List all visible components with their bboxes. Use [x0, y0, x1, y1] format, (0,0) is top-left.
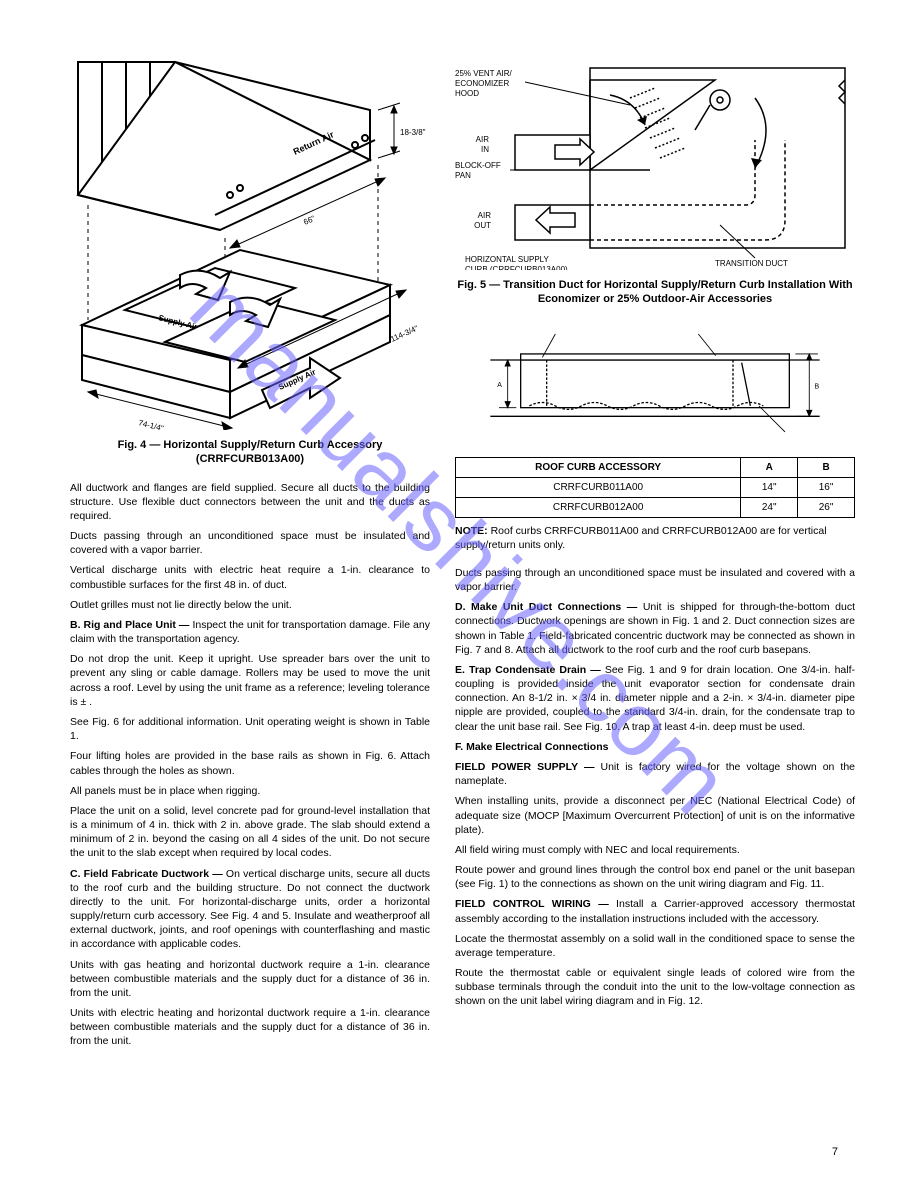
- fig4-dim-3: 114-3/4": [389, 324, 420, 344]
- fig5-out-label: OUT: [474, 221, 491, 230]
- table-header-1: A: [741, 457, 798, 477]
- fig5-pan-label: PAN: [455, 171, 471, 180]
- right-p8: Route power and ground lines through the…: [455, 863, 855, 891]
- fig5-hcurb2: CURB (CRRFCURB013A00): [465, 265, 568, 270]
- left-p7: See Fig. 6 for additional information. U…: [70, 715, 430, 743]
- fig5-in-label: IN: [481, 145, 489, 154]
- page-number: 7: [832, 1146, 838, 1158]
- table-cell: CRRFCURB011A00: [456, 477, 741, 497]
- right-body-text: Ducts passing through an unconditioned s…: [455, 566, 855, 1009]
- table-row: CRRFCURB011A00 14" 16": [456, 477, 855, 497]
- left-body-text: All ductwork and flanges are field suppl…: [70, 481, 430, 1049]
- fig5-econ-label: ECONOMIZER: [455, 79, 509, 88]
- fig4-caption: Fig. 4 — Horizontal Supply/Return Curb A…: [70, 438, 430, 467]
- roofcurb-diagram: A B: [455, 321, 855, 451]
- table-header-0: ROOF CURB ACCESSORY: [456, 457, 741, 477]
- right-p2-runin: D. Make Unit Duct Connections —: [455, 601, 637, 613]
- left-p11-runin: C. Field Fabricate Ductwork —: [70, 868, 223, 880]
- right-p11: Route the thermostat cable or equivalent…: [455, 966, 855, 1009]
- table-row: CRRFCURB012A00 24" 26": [456, 497, 855, 517]
- right-p4-runin: F. Make Electrical Connections: [455, 741, 608, 753]
- roofcurb-table: ROOF CURB ACCESSORY A B CRRFCURB011A00 1…: [455, 457, 855, 518]
- fig5-hcurb1: HORIZONTAL SUPPLY: [465, 255, 550, 264]
- table-cell: 26": [798, 497, 855, 517]
- right-p10: Locate the thermostat assembly on a soli…: [455, 932, 855, 960]
- left-p9: All panels must be in place when rigging…: [70, 784, 430, 798]
- right-p1: Ducts passing through an unconditioned s…: [455, 566, 855, 594]
- right-p3-runin: E. Trap Condensate Drain —: [455, 664, 601, 676]
- roof-dim-a: A: [497, 381, 502, 388]
- fig5-diagram: 25% VENT AIR/ ECONOMIZER HOOD AIR IN BLO…: [455, 50, 855, 270]
- fig5-trans: TRANSITION DUCT: [715, 259, 788, 268]
- table-cell: CRRFCURB012A00: [456, 497, 741, 517]
- table-cell: 14": [741, 477, 798, 497]
- left-p12: Units with gas heating and horizontal du…: [70, 958, 430, 1001]
- fig5-air-label: AIR: [476, 135, 490, 144]
- fig5-vent-label: 25% VENT AIR/: [455, 69, 513, 78]
- left-p3: Vertical discharge units with electric h…: [70, 563, 430, 591]
- right-p9-runin: FIELD CONTROL WIRING —: [455, 898, 609, 910]
- note-label: NOTE:: [455, 525, 488, 537]
- left-p10: Place the unit on a solid, level concret…: [70, 804, 430, 861]
- fig4-dim-1: 18-3/8": [400, 128, 426, 137]
- right-p6: When installing units, provide a disconn…: [455, 794, 855, 837]
- right-p5-runin: FIELD POWER SUPPLY —: [455, 761, 594, 773]
- left-p2: Ducts passing through an unconditioned s…: [70, 529, 430, 557]
- fig4-dim-4: 74-1/4": [138, 418, 165, 430]
- left-p6: Do not drop the unit. Keep it upright. U…: [70, 652, 430, 709]
- fig5-caption: Fig. 5 — Transition Duct for Horizontal …: [455, 278, 855, 307]
- roofcurb-note: NOTE: Roof curbs CRRFCURB011A00 and CRRF…: [455, 524, 855, 552]
- note-text: Roof curbs CRRFCURB011A00 and CRRFCURB01…: [455, 525, 827, 551]
- fig4-diagram: Return Air 18-3/8" 66": [70, 50, 430, 430]
- right-p7: All field wiring must comply with NEC an…: [455, 843, 855, 857]
- table-header-2: B: [798, 457, 855, 477]
- table-cell: 24": [741, 497, 798, 517]
- table-cell: 16": [798, 477, 855, 497]
- fig5-airout-label: AIR: [478, 211, 492, 220]
- left-p1: All ductwork and flanges are field suppl…: [70, 481, 430, 524]
- left-p5-runin: B. Rig and Place Unit —: [70, 619, 189, 631]
- left-p4: Outlet grilles must not lie directly bel…: [70, 598, 430, 612]
- fig4-dim-2: 66": [302, 214, 317, 227]
- left-p13: Units with electric heating and horizont…: [70, 1006, 430, 1049]
- fig5-block-label: BLOCK-OFF: [455, 161, 501, 170]
- roof-dim-b: B: [814, 383, 819, 390]
- fig5-hood-label: HOOD: [455, 89, 479, 98]
- left-p8: Four lifting holes are provided in the b…: [70, 749, 430, 777]
